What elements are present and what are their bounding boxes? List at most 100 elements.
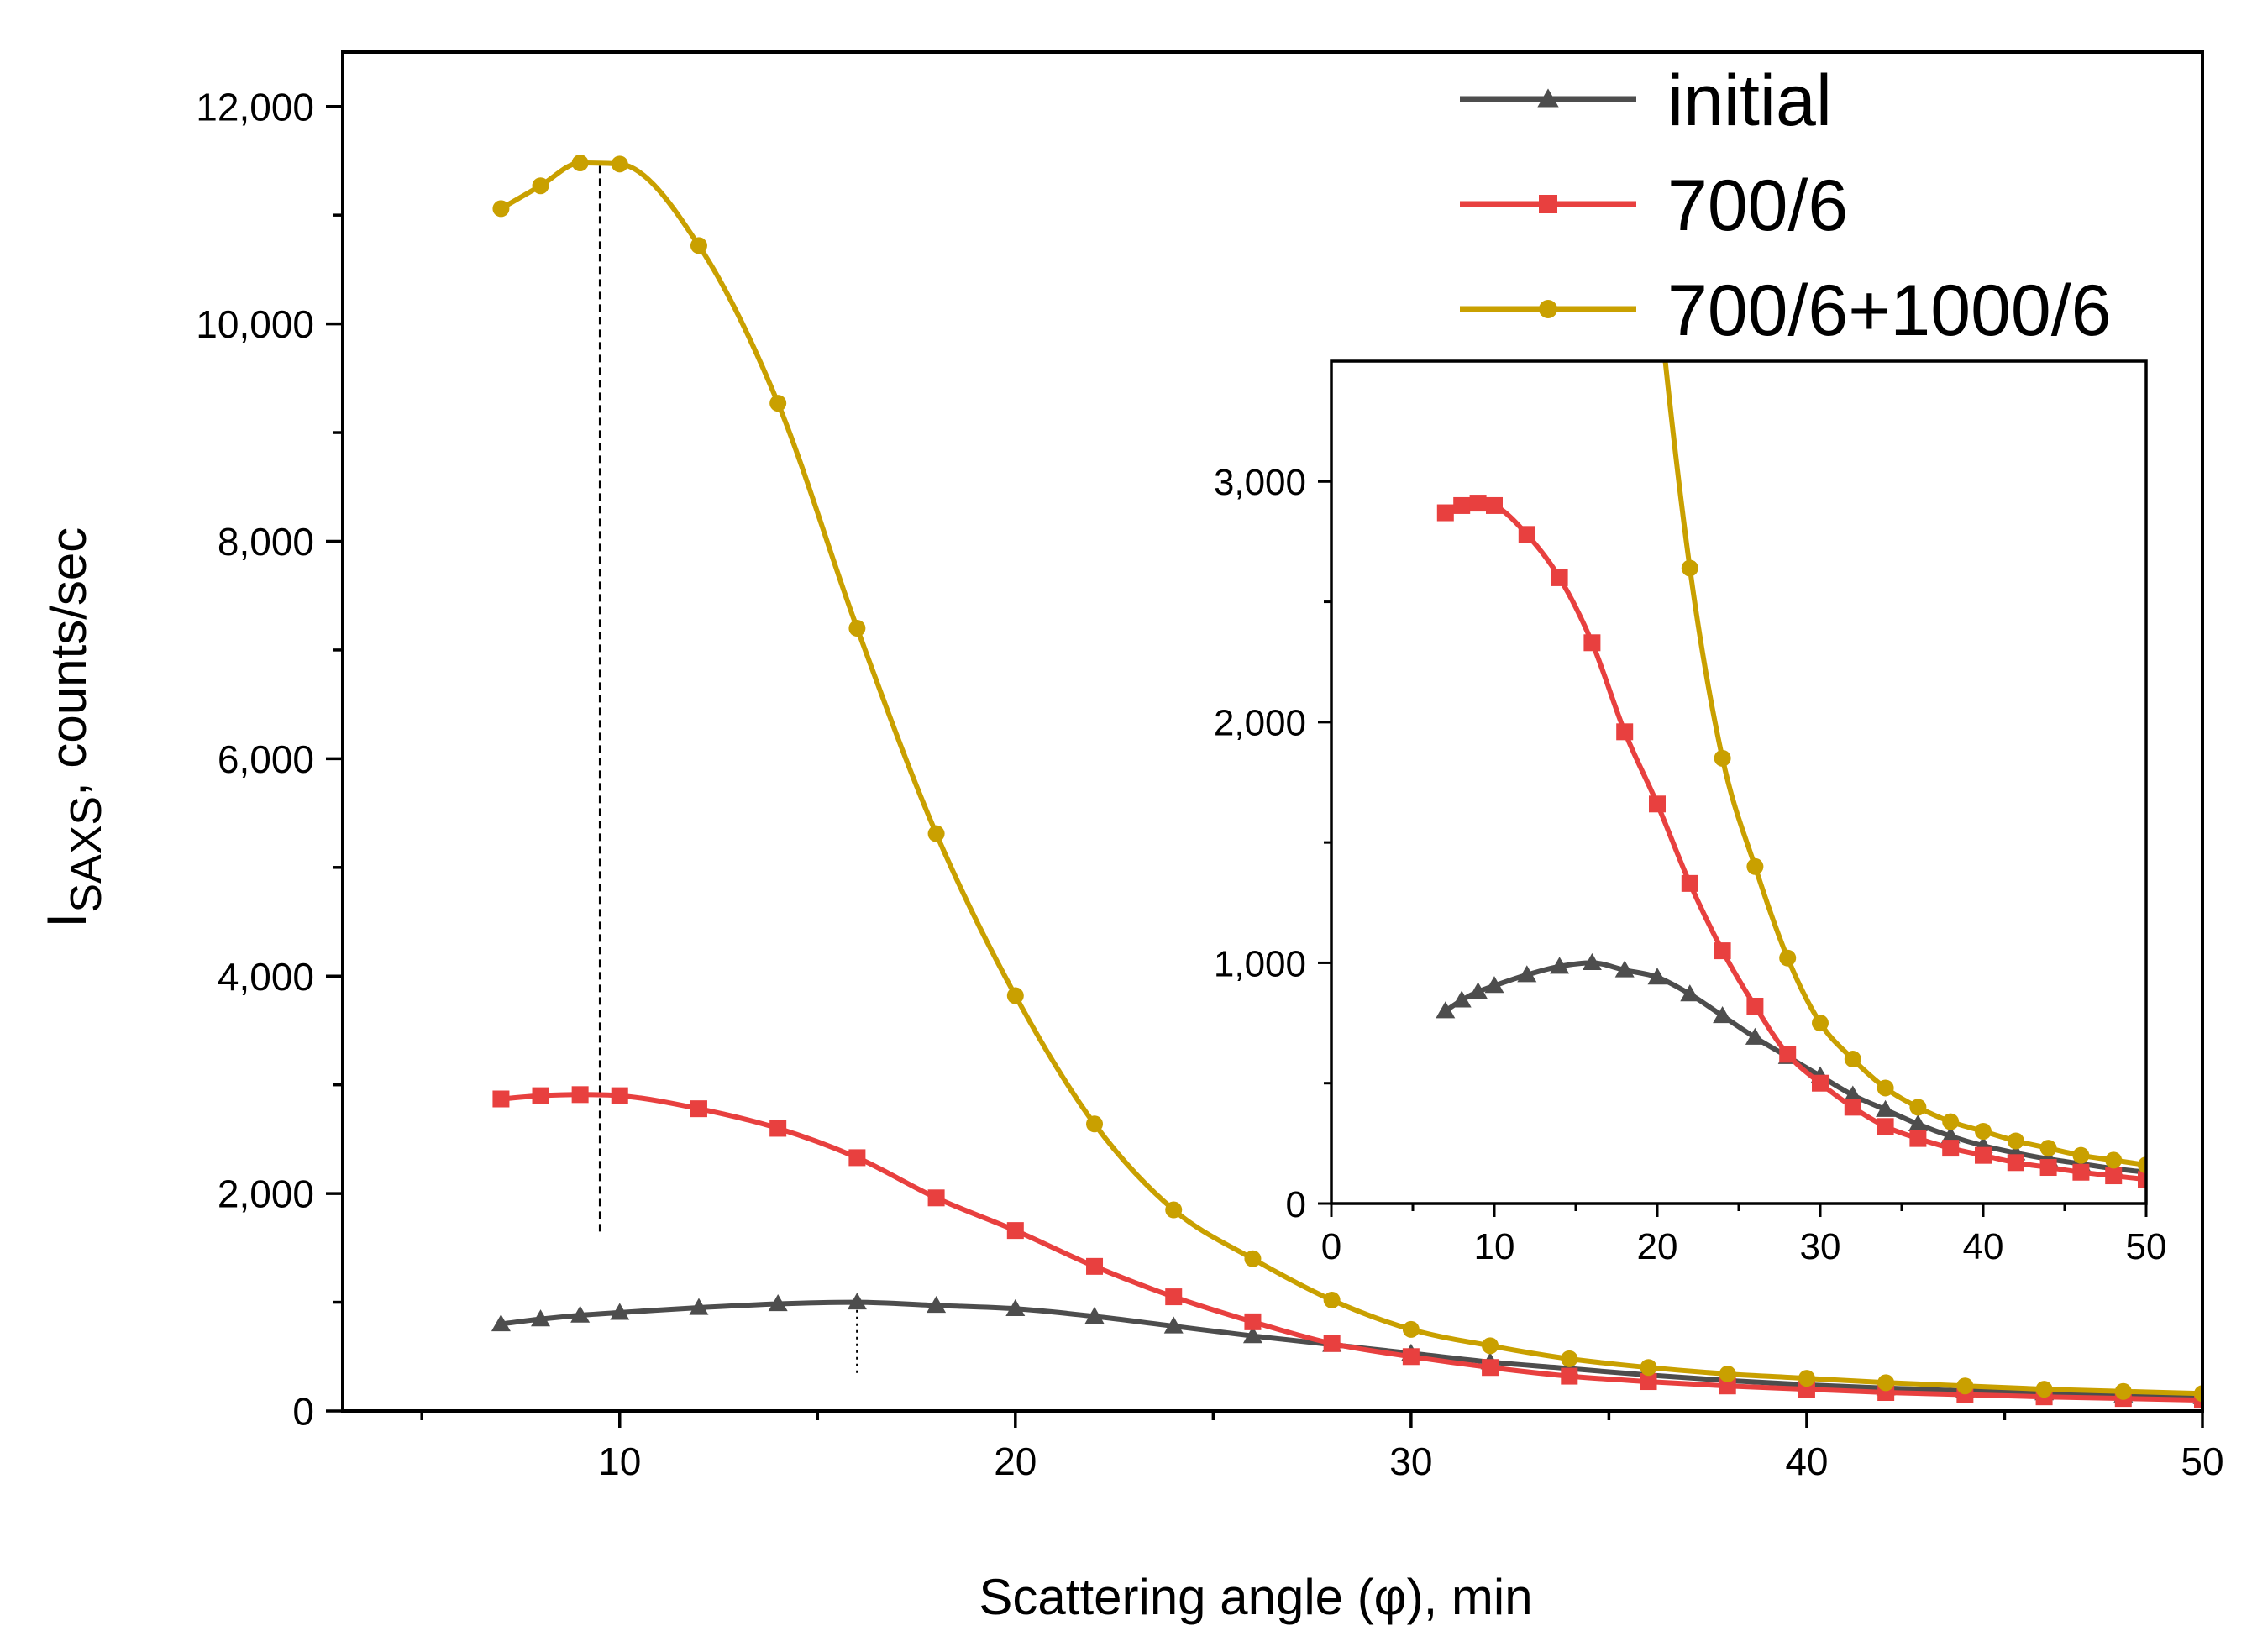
inset-data-point bbox=[1451, 990, 1472, 1008]
main-series-line bbox=[501, 1299, 2202, 1400]
main-frame bbox=[341, 50, 2204, 1413]
main-data-point bbox=[532, 1087, 549, 1104]
main-data-point bbox=[1005, 1298, 1026, 1316]
main-data-point bbox=[491, 1314, 511, 1332]
axis-titles: Scattering angle (φ), min ISAXS, counts/… bbox=[35, 527, 1533, 1625]
x-axis-label: Scattering angle (φ), min bbox=[979, 1569, 1532, 1625]
main-data-point bbox=[689, 1298, 709, 1315]
inset-data-point bbox=[1745, 1027, 1765, 1045]
inset-x-tick-label: 30 bbox=[1800, 1226, 1841, 1267]
inset-data-point bbox=[1614, 960, 1635, 978]
main-data-point bbox=[690, 237, 707, 254]
inset-data-point bbox=[1713, 1005, 1733, 1024]
main-data-point bbox=[1244, 1250, 1262, 1267]
inset-x-tick-label: 40 bbox=[1963, 1226, 2004, 1267]
main-data-point bbox=[1640, 1373, 1657, 1391]
main-data-point bbox=[1323, 1335, 1341, 1352]
main-x-tick-label: 40 bbox=[1785, 1440, 1828, 1483]
main-data-point bbox=[690, 1100, 707, 1118]
main-y-tick-label: 2,000 bbox=[218, 1172, 314, 1216]
inset-data-point bbox=[1550, 957, 1570, 974]
main-data-point bbox=[1561, 1367, 1578, 1385]
inset-data-point bbox=[1714, 942, 1731, 960]
inset-data-point bbox=[1517, 965, 1537, 983]
main-data-point bbox=[1084, 1306, 1105, 1324]
inset-data-point bbox=[1551, 569, 1568, 586]
main-data-point bbox=[1086, 1115, 1104, 1133]
inset-data-point bbox=[1714, 749, 1731, 767]
legend-marker bbox=[1539, 195, 1557, 213]
inset-data-point bbox=[2105, 1167, 2123, 1185]
main-data-point bbox=[1163, 1316, 1184, 1334]
inset-y-tick-label: 2,000 bbox=[1214, 703, 1306, 744]
inset-data-point bbox=[2007, 1132, 2024, 1150]
main-data-point bbox=[1402, 1320, 1420, 1338]
inset-frame bbox=[1330, 359, 2148, 1205]
inset-data-point bbox=[1583, 634, 1601, 652]
inset-data-point bbox=[1453, 496, 1471, 514]
legend-entry-initial: initial bbox=[1460, 60, 1832, 141]
inset-series-700-6 bbox=[1436, 495, 2146, 1188]
main-data-point bbox=[848, 1149, 866, 1167]
main-y-tick-label: 4,000 bbox=[218, 955, 314, 999]
main-data-point bbox=[1561, 1350, 1578, 1367]
inset-data-point bbox=[1812, 1074, 1829, 1092]
inset-x-tick-label: 20 bbox=[1637, 1226, 1678, 1267]
inset-y-tick-label: 0 bbox=[1286, 1184, 1306, 1225]
main-y-tick-label: 0 bbox=[292, 1390, 314, 1434]
main-data-point bbox=[531, 1309, 551, 1327]
main-data-point bbox=[1956, 1377, 1974, 1395]
main-data-point bbox=[927, 1295, 947, 1314]
main-data-point bbox=[1086, 1257, 1104, 1275]
inset-data-point bbox=[1681, 559, 1698, 577]
inset-data-point bbox=[1436, 1001, 1456, 1019]
legend: initial 700/6 700/6+1000/6 bbox=[1460, 60, 2111, 351]
inset-data-point bbox=[1908, 1114, 1928, 1132]
inset-data-point bbox=[1484, 976, 1504, 994]
main-data-point bbox=[1165, 1288, 1183, 1306]
inset-data-point bbox=[1812, 1015, 1829, 1032]
inset-data-point bbox=[1975, 1146, 1992, 1164]
inset-data-point bbox=[1909, 1130, 1927, 1147]
legend-label: initial bbox=[1667, 60, 1832, 141]
y-axis-label-main: I bbox=[35, 913, 97, 928]
y-axis-label-rest: , counts/sec bbox=[40, 527, 97, 796]
main-data-point bbox=[611, 155, 628, 173]
main-data-point bbox=[570, 1305, 591, 1323]
main-data-point bbox=[1482, 1359, 1499, 1377]
inset-data-point bbox=[1843, 1085, 1863, 1103]
inset-data-point bbox=[1877, 1079, 1894, 1097]
main-series-line bbox=[499, 160, 2202, 1397]
main-data-point bbox=[1798, 1370, 1815, 1387]
inset-data-point bbox=[2072, 1146, 2090, 1164]
inset-y-tick-label: 3,000 bbox=[1214, 462, 1306, 503]
inset-data-point bbox=[2039, 1159, 2057, 1177]
inset-data-point bbox=[1877, 1118, 1894, 1135]
main-data-point bbox=[769, 1120, 787, 1137]
main-series-line bbox=[501, 1092, 2202, 1403]
inset-data-point bbox=[1649, 275, 1666, 292]
inset-x-tick-label: 0 bbox=[1321, 1226, 1341, 1267]
main-data-point bbox=[532, 177, 549, 195]
inset-data-point bbox=[1942, 1140, 1960, 1157]
inset-data-point bbox=[1616, 723, 1634, 741]
main-data-point bbox=[571, 1086, 589, 1104]
main-data-point bbox=[2114, 1382, 2132, 1400]
main-data-point bbox=[927, 1189, 945, 1207]
legend-label: 700/6 bbox=[1667, 165, 1848, 246]
inset-data-point bbox=[1844, 1051, 1861, 1068]
inset-data-point bbox=[1940, 1126, 1961, 1144]
inset-data-point bbox=[1876, 1099, 1896, 1117]
main-data-point bbox=[610, 1303, 630, 1320]
inset-data-point bbox=[1746, 998, 1764, 1015]
main-series-700-6-1000-6 bbox=[492, 155, 2202, 1403]
main-data-point bbox=[1006, 987, 1024, 1004]
main-data-point bbox=[1006, 1222, 1024, 1240]
legend-marker bbox=[1539, 300, 1557, 318]
main-data-point bbox=[2035, 1381, 2053, 1398]
legend-marker bbox=[1537, 88, 1559, 108]
inset-background bbox=[1331, 361, 2146, 1204]
main-data-point bbox=[927, 825, 945, 842]
main-x-tick-label: 20 bbox=[994, 1440, 1037, 1483]
main-data-point bbox=[1402, 1348, 1420, 1366]
